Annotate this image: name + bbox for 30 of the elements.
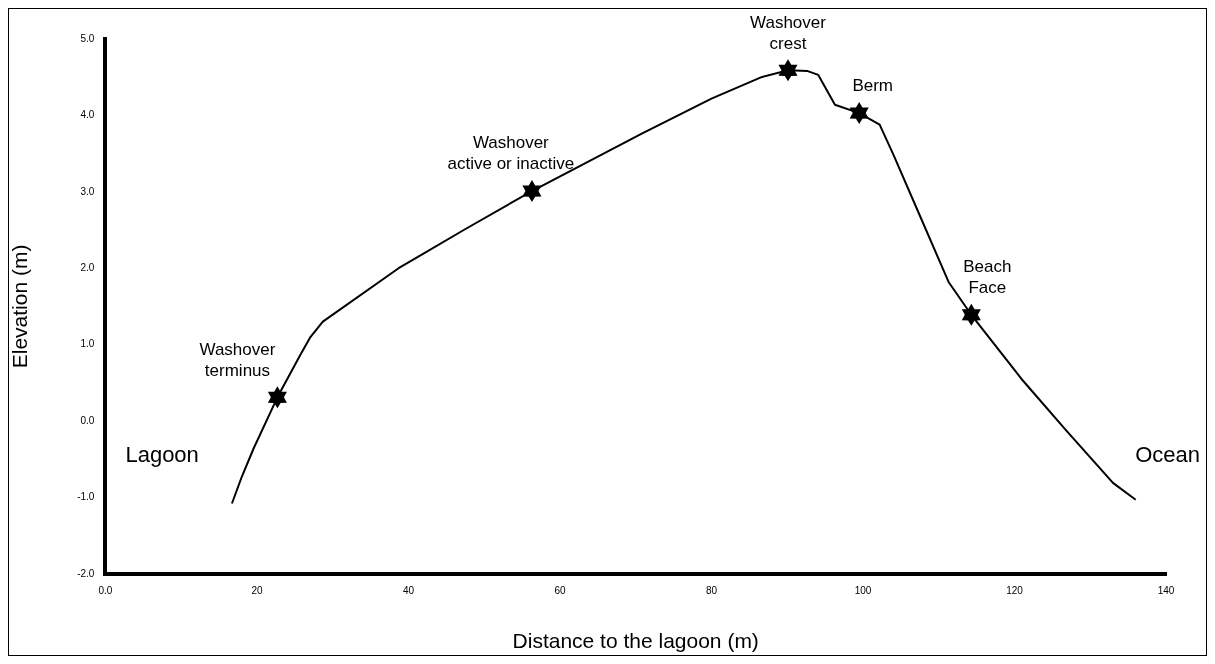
y-tick-label: -2.0 [77,567,95,579]
x-tick-label: 80 [705,584,718,596]
x-tick-label: 140 [1157,584,1175,596]
x-tick-label: 0.0 [98,584,113,596]
annotation: Washover crest [750,12,827,53]
y-tick-label: -1.0 [77,491,95,503]
x-axis-title: Distance to the lagoon (m) [512,629,759,653]
y-axis-title: Elevation (m) [8,244,32,369]
y-tick-label: 3.0 [80,185,95,197]
x-tick-label: 20 [251,584,263,596]
point [267,386,287,409]
x-tick-label: 120 [1006,584,1024,596]
annotation: Ocean [1135,442,1200,468]
annotation: Washover active or inactive [447,133,575,174]
annotation: Washover terminus [199,339,276,380]
y-tick-label: 1.0 [80,338,95,350]
point [522,180,542,203]
annotation: Beach Face [963,256,1012,297]
x-tick-label: 60 [554,584,566,596]
y-tick-label: 4.0 [80,109,95,121]
y-tick-label: 5.0 [80,32,95,44]
annotation: Lagoon [125,442,199,468]
x-tick-label: 100 [854,584,872,596]
point [849,102,869,125]
x-tick-label: 40 [402,584,415,596]
point [961,303,981,326]
point [778,59,798,82]
annotation: Berm [852,76,894,96]
y-tick-label: 0.0 [80,414,95,426]
y-tick-label: 2.0 [80,261,95,273]
